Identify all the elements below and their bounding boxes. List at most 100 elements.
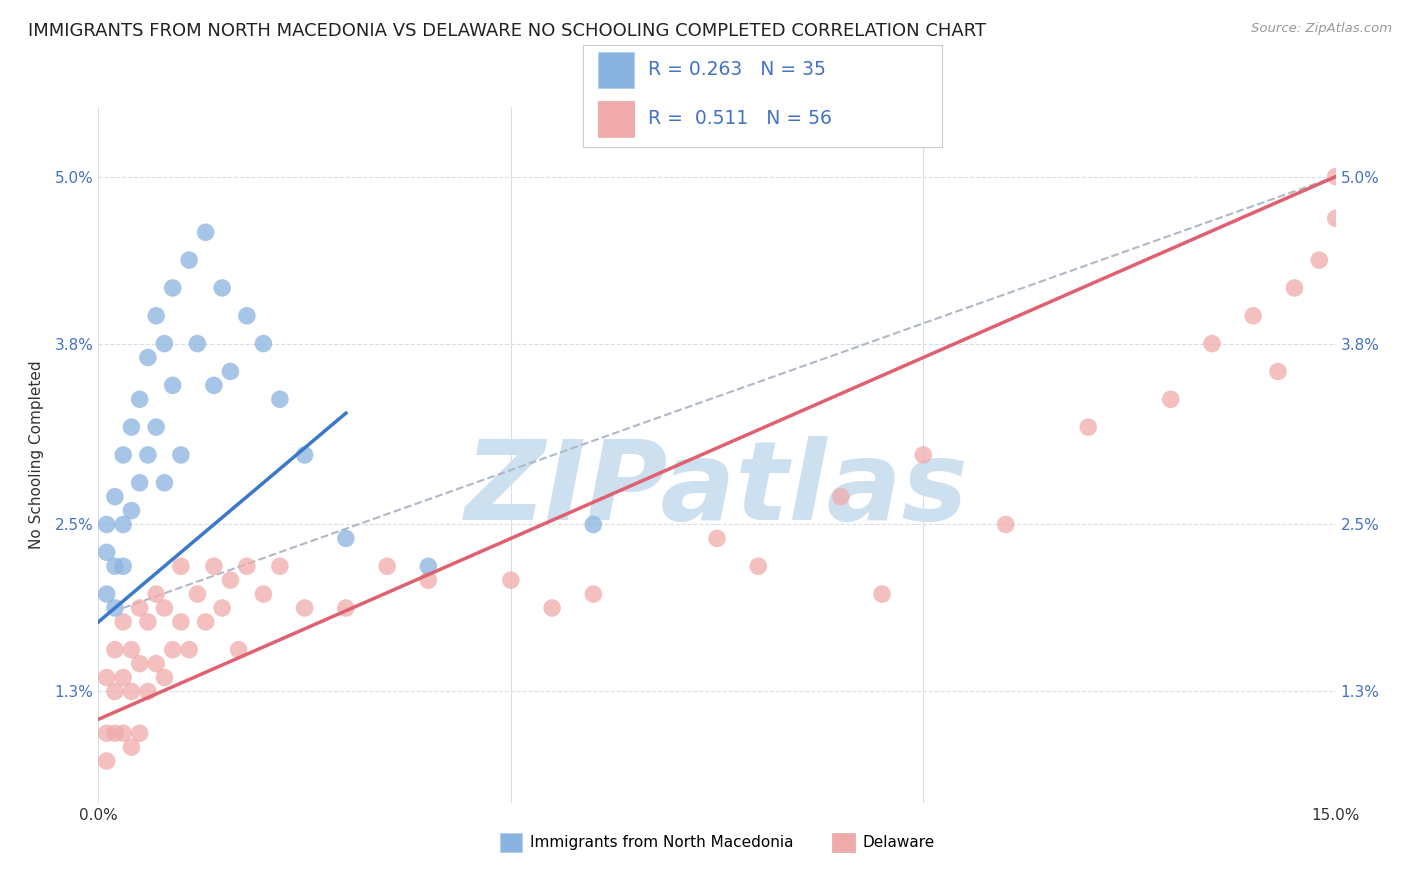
Point — [104, 559, 127, 574]
Point — [269, 559, 291, 574]
Point — [186, 336, 208, 351]
Point — [104, 642, 127, 657]
Point — [153, 671, 176, 685]
Point — [194, 225, 217, 239]
Point — [179, 253, 201, 268]
Point — [120, 684, 142, 698]
Text: Source: ZipAtlas.com: Source: ZipAtlas.com — [1251, 22, 1392, 36]
Point — [294, 601, 316, 615]
Point — [153, 336, 176, 351]
Point — [236, 309, 259, 323]
Point — [136, 684, 159, 698]
Point — [162, 642, 184, 657]
Point — [1324, 169, 1347, 184]
FancyBboxPatch shape — [598, 101, 634, 137]
Point — [128, 392, 150, 407]
Point — [236, 559, 259, 574]
Point — [252, 587, 274, 601]
Point — [145, 420, 167, 434]
Point — [104, 601, 127, 615]
Point — [582, 587, 605, 601]
Point — [136, 351, 159, 365]
Point — [202, 378, 225, 392]
Point — [104, 684, 127, 698]
Point — [128, 601, 150, 615]
Point — [145, 657, 167, 671]
Point — [136, 448, 159, 462]
Point — [120, 740, 142, 755]
Text: R =  0.511   N = 56: R = 0.511 N = 56 — [648, 110, 832, 128]
Text: R = 0.263   N = 35: R = 0.263 N = 35 — [648, 61, 825, 79]
Point — [112, 671, 135, 685]
Point — [335, 601, 357, 615]
Point — [1241, 309, 1264, 323]
Point — [219, 573, 242, 587]
Point — [112, 517, 135, 532]
Point — [153, 475, 176, 490]
Point — [162, 378, 184, 392]
Point — [96, 517, 118, 532]
Point — [120, 642, 142, 657]
Point — [112, 726, 135, 740]
Point — [1201, 336, 1223, 351]
Point — [294, 448, 316, 462]
Point — [162, 281, 184, 295]
Point — [96, 671, 118, 685]
Point — [870, 587, 893, 601]
Text: ZIPatlas: ZIPatlas — [465, 436, 969, 543]
Point — [112, 559, 135, 574]
Point — [136, 615, 159, 629]
Point — [1308, 253, 1330, 268]
Text: IMMIGRANTS FROM NORTH MACEDONIA VS DELAWARE NO SCHOOLING COMPLETED CORRELATION C: IMMIGRANTS FROM NORTH MACEDONIA VS DELAW… — [28, 22, 986, 40]
Point — [335, 532, 357, 546]
Point — [706, 532, 728, 546]
Point — [186, 587, 208, 601]
Point — [541, 601, 564, 615]
Point — [96, 587, 118, 601]
Point — [994, 517, 1017, 532]
Point — [96, 754, 118, 768]
Point — [153, 601, 176, 615]
Point — [747, 559, 769, 574]
Point — [211, 281, 233, 295]
Point — [170, 559, 193, 574]
Point — [170, 615, 193, 629]
Point — [1284, 281, 1306, 295]
Point — [228, 642, 250, 657]
Point — [145, 309, 167, 323]
Point — [194, 615, 217, 629]
Point — [112, 448, 135, 462]
Point — [499, 573, 522, 587]
Point — [211, 601, 233, 615]
Point — [1077, 420, 1099, 434]
Point — [145, 587, 167, 601]
FancyBboxPatch shape — [598, 52, 634, 87]
Point — [128, 657, 150, 671]
Point — [112, 615, 135, 629]
Point — [219, 364, 242, 378]
Point — [1324, 211, 1347, 226]
Point — [96, 726, 118, 740]
Point — [375, 559, 398, 574]
Y-axis label: No Schooling Completed: No Schooling Completed — [28, 360, 44, 549]
Point — [418, 573, 440, 587]
Point — [912, 448, 935, 462]
Point — [830, 490, 852, 504]
Legend: Immigrants from North Macedonia, Delaware: Immigrants from North Macedonia, Delawar… — [494, 827, 941, 858]
Point — [202, 559, 225, 574]
Point — [104, 726, 127, 740]
Point — [128, 475, 150, 490]
Point — [1160, 392, 1182, 407]
Point — [104, 490, 127, 504]
Point — [179, 642, 201, 657]
Point — [418, 559, 440, 574]
Point — [96, 545, 118, 559]
Point — [120, 420, 142, 434]
Point — [269, 392, 291, 407]
Point — [582, 517, 605, 532]
Point — [1267, 364, 1289, 378]
Point — [120, 503, 142, 517]
Point — [128, 726, 150, 740]
Point — [252, 336, 274, 351]
Point — [170, 448, 193, 462]
